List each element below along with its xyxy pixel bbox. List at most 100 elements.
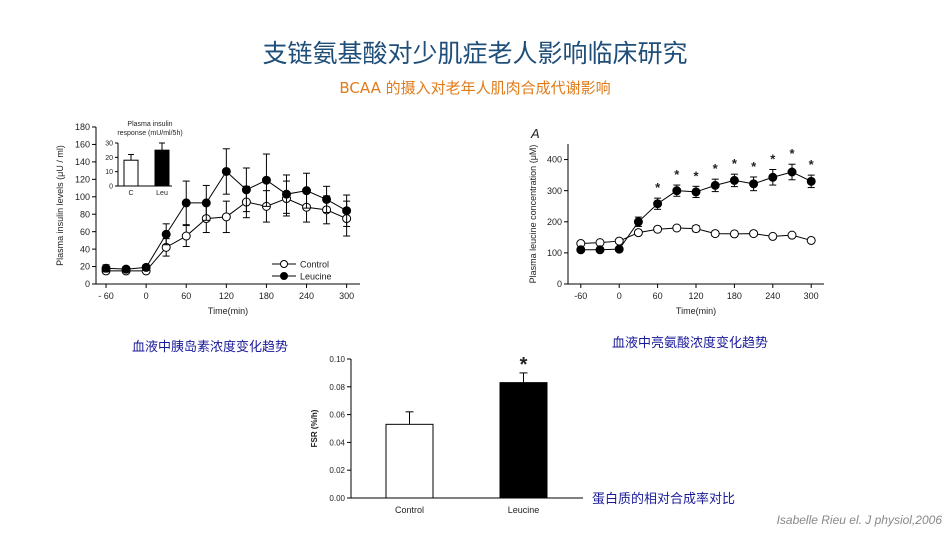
significance-star: *: [809, 157, 815, 172]
significance-star: *: [789, 146, 795, 161]
x-tick-label: 0: [144, 291, 149, 301]
leucine-point: [806, 176, 816, 186]
significance-star: *: [520, 354, 528, 376]
leucine-point: [691, 187, 701, 197]
leucine-point: [633, 217, 643, 227]
leucine-point: [710, 180, 720, 190]
category-label-control: Control: [395, 505, 424, 515]
control-point: [181, 231, 191, 241]
x-tick-label: 60: [181, 291, 191, 301]
x-tick-label: 240: [299, 291, 314, 301]
significance-star: *: [770, 152, 776, 167]
leucine-point: [281, 189, 291, 199]
control-point: [691, 224, 701, 234]
leucine-point: [201, 198, 211, 208]
inset-y-tick-label: 0: [109, 184, 113, 191]
inset-title-line1: Plasma insulin: [127, 121, 172, 128]
leucine-point: [614, 244, 624, 254]
leucine-point: [672, 186, 682, 196]
control-point: [806, 235, 816, 245]
inset-y-tick-label: 20: [105, 155, 113, 162]
x-tick-label: 120: [219, 291, 234, 301]
inset-category-label: C: [128, 190, 133, 197]
significance-star: *: [693, 168, 699, 183]
leucine-point: [181, 198, 191, 208]
page-title: 支链氨基酸对少肌症老人影响临床研究: [262, 39, 688, 68]
significance-star: *: [713, 161, 719, 176]
y-tick-label: 100: [75, 192, 90, 202]
leucine-point: [595, 245, 605, 255]
leucine-point: [302, 186, 312, 196]
control-point: [633, 228, 643, 238]
y-tick-label: 20: [80, 262, 90, 272]
control-point: [672, 223, 682, 233]
x-axis-label: Time(min): [208, 306, 248, 316]
significance-star: *: [732, 156, 738, 171]
y-tick-label: 0.10: [329, 355, 345, 364]
citation: Isabelle Rieu el. J physiol,2006: [776, 513, 942, 527]
page-subtitle: BCAA 的摄入对老年人肌肉合成代谢影响: [339, 79, 611, 97]
leucine-point: [141, 262, 151, 272]
y-tick-label: 0: [85, 279, 90, 289]
category-label-leucine: Leucine: [508, 505, 540, 515]
inset-category-label: Leu: [156, 190, 168, 197]
legend-marker-leucine: [280, 272, 288, 280]
leucine-point: [121, 264, 131, 274]
control-point: [787, 230, 797, 240]
y-tick-label: 160: [75, 140, 90, 150]
y-tick-label: 0.06: [329, 411, 345, 420]
leucine-point: [101, 263, 111, 273]
x-tick-label: -60: [574, 291, 587, 301]
significance-star: *: [751, 159, 757, 174]
inset-y-tick-label: 30: [105, 141, 113, 148]
caption-leucine: 血液中亮氨酸浓度变化趋势: [612, 336, 769, 351]
y-tick-label: 0.08: [329, 383, 345, 392]
x-tick-label: 300: [804, 291, 819, 301]
caption-fsr: 蛋白质的相对合成率对比: [592, 492, 736, 507]
control-point: [729, 229, 739, 239]
y-tick-label: 60: [80, 227, 90, 237]
y-tick-label: 40: [80, 244, 90, 254]
panel-label: A: [530, 126, 540, 141]
y-tick-label: 0.04: [329, 438, 345, 447]
y-tick-label: 0.00: [329, 494, 345, 503]
control-point: [710, 229, 720, 239]
leucine-point: [576, 245, 586, 255]
significance-star: *: [655, 180, 661, 195]
leucine-point: [241, 185, 251, 195]
control-point: [768, 231, 778, 241]
significance-star: *: [674, 167, 680, 182]
leucine-point: [221, 166, 231, 176]
leucine-point: [749, 179, 759, 189]
y-tick-label: 300: [547, 186, 562, 196]
y-axis-label: Plasma insulin levels (μU / ml): [55, 145, 65, 266]
y-tick-label: 80: [80, 209, 90, 219]
y-axis-label: Plasma leucine concentration (μM): [528, 145, 538, 284]
y-tick-label: 0.02: [329, 466, 345, 475]
x-tick-label: 240: [765, 291, 780, 301]
inset-y-tick-label: 10: [105, 169, 113, 176]
leucine-point: [787, 167, 797, 177]
y-tick-label: 120: [75, 174, 90, 184]
y-tick-label: 140: [75, 157, 90, 167]
legend-marker-control: [280, 260, 288, 268]
caption-insulin: 血液中胰岛素浓度变化趋势: [132, 340, 289, 355]
y-tick-label: 0: [557, 279, 562, 289]
bar-control: [385, 423, 434, 499]
x-tick-label: 120: [688, 291, 703, 301]
control-point: [653, 224, 663, 234]
x-tick-label: 300: [339, 291, 354, 301]
y-axis-label: FSR (%/h): [310, 409, 319, 447]
x-tick-label: 0: [617, 291, 622, 301]
control-point: [221, 212, 231, 222]
x-axis-label: Time(min): [676, 306, 716, 316]
y-tick-label: 200: [547, 217, 562, 227]
bar-leucine: [499, 382, 548, 499]
x-tick-label: 60: [653, 291, 663, 301]
y-tick-label: 100: [547, 248, 562, 258]
leucine-point: [653, 199, 663, 209]
control-point: [749, 229, 759, 239]
